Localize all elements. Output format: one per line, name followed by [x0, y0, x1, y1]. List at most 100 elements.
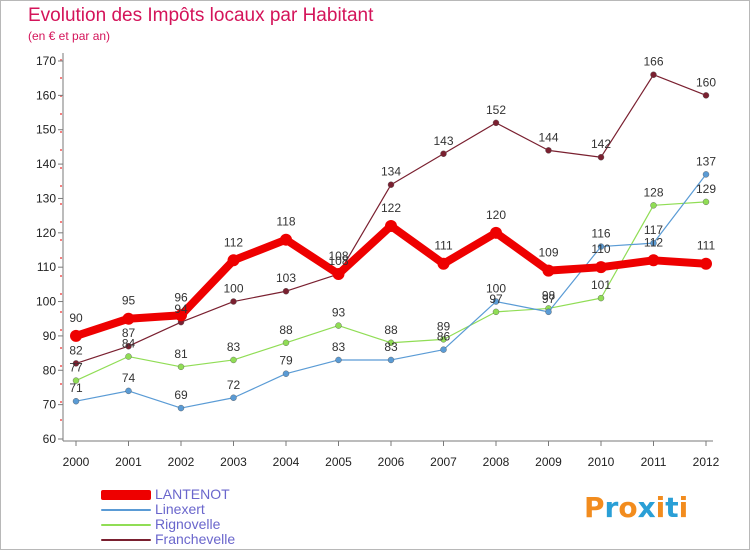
data-point-franchevelle [387, 181, 395, 188]
data-point-linexert [230, 394, 237, 401]
data-label-lantenot: 109 [538, 246, 558, 260]
data-label-franchevelle: 144 [538, 130, 558, 144]
data-label-linexert: 71 [69, 381, 83, 395]
data-label-linexert: 100 [486, 282, 506, 296]
logo-letter: i [655, 491, 666, 524]
data-label-lantenot: 95 [122, 294, 136, 308]
y-tick-label: 110 [37, 260, 56, 274]
data-label-franchevelle: 160 [696, 75, 716, 89]
y-tick-label: 140 [36, 157, 56, 171]
data-label-linexert: 83 [332, 340, 346, 354]
x-tick-label: 2002 [168, 455, 195, 469]
data-point-rignovelle [492, 308, 500, 316]
x-tick-label: 2001 [115, 455, 142, 469]
data-label-rignovelle: 101 [591, 278, 611, 292]
x-tick-label: 2010 [588, 455, 615, 469]
data-label-linexert: 83 [384, 340, 398, 354]
proxiti-logo: Proxiti [584, 491, 688, 524]
data-point-franchevelle [545, 147, 552, 154]
data-label-linexert: 116 [591, 227, 610, 241]
x-tick-label: 2009 [535, 455, 562, 469]
data-label-franchevelle: 142 [591, 137, 611, 151]
data-point-lantenot [227, 254, 240, 267]
data-point-rignovelle [125, 353, 132, 360]
legend-swatch-linexert [101, 509, 151, 511]
y-tick-label: 170 [36, 54, 56, 68]
data-point-linexert [335, 356, 342, 364]
data-point-franchevelle [597, 154, 605, 161]
data-label-franchevelle: 152 [486, 103, 506, 117]
y-tick-label: 60 [43, 432, 57, 446]
data-label-rignovelle: 88 [279, 323, 293, 337]
chart-subtitle: (en € et par an) [28, 29, 111, 43]
data-label-lantenot: 122 [381, 201, 401, 215]
data-point-lantenot [437, 257, 450, 270]
data-point-linexert [702, 171, 710, 178]
data-label-rignovelle: 128 [643, 185, 663, 199]
data-label-franchevelle: 103 [276, 271, 296, 285]
data-label-linexert: 137 [696, 154, 716, 168]
data-label-rignovelle: 98 [542, 288, 556, 302]
data-point-lantenot [70, 329, 82, 342]
legend-label-franchevelle: Franchevelle [155, 531, 236, 547]
data-label-lantenot: 108 [328, 249, 348, 263]
data-label-lantenot: 90 [69, 311, 83, 325]
logo-letter: r [604, 491, 619, 524]
data-label-lantenot: 111 [434, 239, 453, 253]
data-label-lantenot: 120 [486, 208, 506, 222]
data-label-linexert: 117 [644, 223, 663, 237]
data-label-rignovelle: 88 [384, 323, 398, 337]
data-label-franchevelle: 166 [643, 55, 663, 69]
data-label-rignovelle: 77 [69, 361, 83, 375]
data-point-linexert [650, 239, 657, 247]
logo-letter: t [665, 491, 679, 524]
data-point-franchevelle [702, 92, 710, 99]
data-point-linexert [72, 398, 80, 405]
data-point-linexert [177, 404, 185, 412]
legend-swatch-lantenot [101, 490, 151, 500]
data-label-rignovelle: 83 [227, 340, 241, 354]
data-label-rignovelle: 84 [122, 337, 136, 351]
data-point-franchevelle [125, 343, 132, 350]
data-label-lantenot: 112 [224, 235, 243, 249]
legend-swatch-rignovelle [101, 524, 151, 526]
data-label-franchevelle: 143 [433, 134, 453, 148]
data-point-rignovelle [702, 198, 710, 206]
y-tick-label: 80 [43, 363, 57, 377]
data-label-lantenot: 112 [644, 235, 663, 249]
data-point-linexert [597, 243, 605, 250]
data-label-rignovelle: 93 [332, 306, 346, 320]
data-label-linexert: 86 [437, 330, 451, 344]
data-point-lantenot [542, 264, 555, 277]
y-tick-label: 130 [36, 191, 56, 205]
series-line-lantenot [72, 221, 710, 340]
data-point-rignovelle [335, 322, 342, 329]
data-point-franchevelle [282, 288, 290, 295]
data-point-rignovelle [440, 336, 447, 343]
data-point-franchevelle [650, 71, 657, 78]
data-label-lantenot: 110 [591, 242, 610, 256]
data-point-lantenot [280, 233, 292, 246]
data-label-linexert: 97 [542, 292, 556, 306]
y-tick-label: 120 [36, 226, 56, 240]
data-point-rignovelle [72, 377, 80, 384]
data-point-linexert [545, 308, 552, 316]
data-point-franchevelle [440, 150, 447, 157]
legend-label-lantenot: LANTENOT [155, 486, 230, 502]
data-point-franchevelle [230, 298, 237, 305]
data-point-rignovelle [650, 202, 657, 209]
legend-label-rignovelle: Rignovelle [155, 516, 221, 532]
data-label-franchevelle: 108 [328, 254, 348, 268]
legend-label-linexert: Linexert [155, 501, 205, 517]
x-tick-label: 2006 [378, 455, 405, 469]
y-tick-label: 160 [36, 88, 56, 102]
logo-letter: P [584, 491, 605, 524]
data-label-lantenot: 111 [697, 239, 716, 253]
data-label-franchevelle: 100 [223, 282, 243, 296]
data-point-lantenot [122, 312, 135, 325]
data-point-linexert [440, 346, 447, 353]
legend-swatch-franchevelle [101, 539, 151, 541]
chart-title: Evolution des Impôts locaux par Habitant [28, 5, 374, 26]
